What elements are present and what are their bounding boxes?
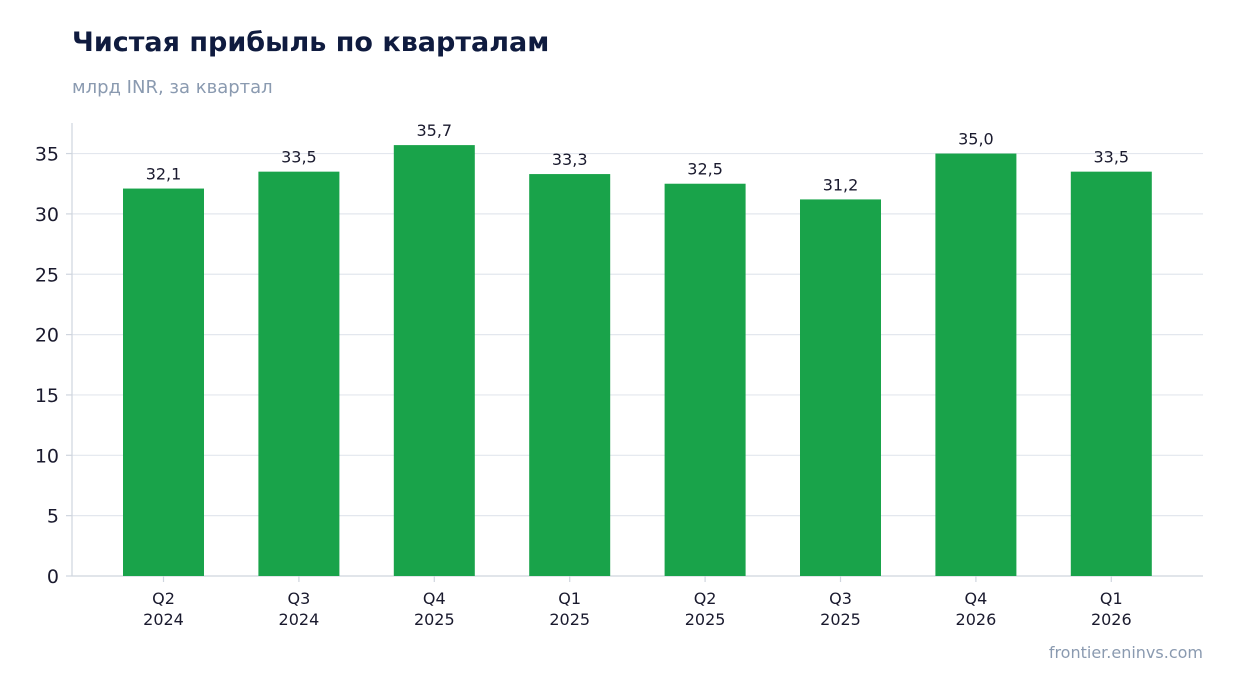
x-tick-label: Q1 bbox=[558, 589, 581, 608]
data-label: 32,5 bbox=[687, 160, 723, 179]
data-label: 31,2 bbox=[823, 175, 859, 194]
y-tick-label: 20 bbox=[35, 325, 59, 347]
bar bbox=[800, 199, 881, 576]
x-tick-label: 2026 bbox=[1091, 610, 1132, 629]
y-tick-label: 10 bbox=[35, 445, 59, 467]
data-label: 33,5 bbox=[281, 148, 317, 167]
x-tick-label: 2025 bbox=[549, 610, 590, 629]
x-tick-label: Q3 bbox=[288, 589, 311, 608]
y-tick-label: 35 bbox=[35, 144, 59, 166]
x-tick-label: 2026 bbox=[956, 610, 997, 629]
bar bbox=[123, 188, 204, 577]
x-tick-label: Q3 bbox=[829, 589, 852, 608]
x-tick-label: Q2 bbox=[152, 589, 175, 608]
bar bbox=[664, 183, 746, 576]
x-tick-label: 2024 bbox=[279, 610, 320, 629]
y-tick-label: 0 bbox=[47, 566, 59, 588]
x-tick-label: 2025 bbox=[414, 610, 455, 629]
data-label: 35,7 bbox=[416, 121, 452, 140]
x-tick-label: 2025 bbox=[685, 610, 726, 629]
y-tick-label: 25 bbox=[35, 264, 59, 286]
bar bbox=[258, 171, 340, 576]
bar bbox=[529, 174, 611, 576]
data-label: 33,3 bbox=[552, 150, 588, 169]
data-label: 32,1 bbox=[146, 165, 182, 184]
x-tick-label: 2024 bbox=[143, 610, 184, 629]
data-label: 35,0 bbox=[958, 130, 994, 149]
bar bbox=[393, 145, 475, 576]
y-tick-label: 30 bbox=[35, 204, 59, 226]
x-tick-label: Q1 bbox=[1100, 589, 1123, 608]
y-tick-label: 15 bbox=[35, 385, 59, 407]
source-credit: frontier.eninvs.com bbox=[1048, 643, 1203, 662]
chart-subtitle: млрд INR, за квартал bbox=[72, 77, 273, 98]
bar bbox=[935, 153, 1017, 577]
x-tick-label: Q4 bbox=[423, 589, 446, 608]
x-tick-label: Q4 bbox=[965, 589, 988, 608]
data-label: 33,5 bbox=[1093, 148, 1129, 167]
x-tick-label: 2025 bbox=[820, 610, 861, 629]
y-tick-label: 5 bbox=[47, 506, 59, 528]
x-tick-label: Q2 bbox=[694, 589, 717, 608]
bar bbox=[1070, 171, 1152, 576]
chart-title: Чистая прибыль по кварталам bbox=[72, 27, 550, 58]
